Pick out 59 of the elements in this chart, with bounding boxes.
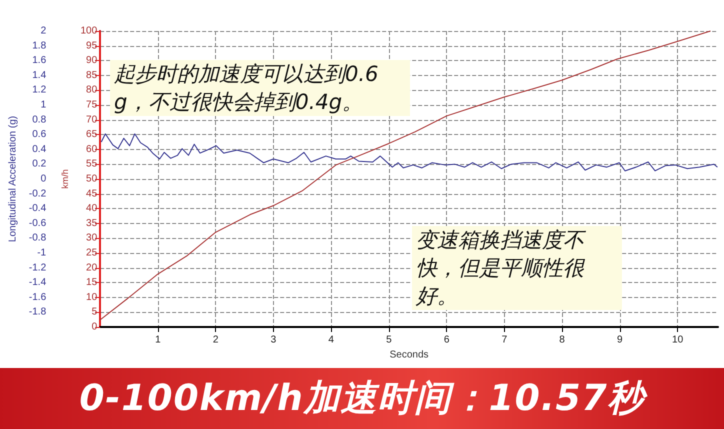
y-tick-label: 0 [40,174,47,184]
y2-axis-title: km/h [60,169,70,189]
y-tick-label: 1.2 [32,84,47,96]
y2-tick-label: 60 [86,144,98,155]
y2-tick-label: 80 [86,84,98,96]
y-tick-label: 1.4 [32,70,47,81]
x-tick-label: 8 [559,334,566,346]
y-tick-label: 0.6 [32,129,47,140]
y2-tick-label: 40 [86,203,98,214]
x-tick-label: 1 [155,334,162,346]
y2-tick-label: 65 [86,129,98,140]
y2-tick-label: 55 [86,158,98,170]
y2-tick-label: 50 [86,174,98,184]
x-axis-title: Seconds [390,349,429,360]
y2-tick-label: 30 [86,232,98,244]
y-tick-label: -0.4 [28,203,47,214]
y-tick-label: 1 [40,100,47,110]
y-tick-label: 0.8 [32,114,47,126]
y2-tick-label: 20 [86,262,98,274]
y-tick-label: 1.8 [32,40,47,52]
x-tick-label: 3 [270,334,277,346]
y-tick-label: -1.2 [28,262,47,274]
x-tick-label: 5 [386,334,392,346]
y2-tick-label: 70 [86,114,98,126]
y-tick-label: -0.8 [28,232,47,244]
x-tick-label: 4 [328,334,334,346]
y2-tick-label: 5 [92,306,98,318]
y-tick-label: -1.6 [28,292,47,303]
y-tick-label: 0.4 [32,144,47,155]
line-series [100,133,718,172]
y2-tick-label: 25 [86,248,98,258]
y2-tick-label: 90 [86,55,98,66]
y-tick-label: -0.2 [28,188,47,200]
y-tick-label: -0.6 [28,218,47,229]
y2-tick-label: 100 [80,26,98,36]
y2-tick-label: 85 [86,70,98,81]
y-tick-label: 2 [40,26,47,36]
y2-tick-label: 95 [86,40,98,52]
y-tick-label: 0.2 [32,158,47,170]
y-axis-title: Longitudinal Acceleration (g) [8,116,18,242]
y2-tick-label: 15 [86,277,98,288]
x-tick-label: 10 [672,334,684,346]
y2-tick-label: 45 [86,188,98,200]
x-tick-label: 6 [444,334,450,346]
annotation: 起步时的加速度可以达到0.6g，不过很快会掉到0.4g。 [110,60,410,116]
y2-tick-label: 0 [92,322,98,332]
y2-tick-label: 10 [86,292,98,303]
y2-tick-label: 75 [86,100,98,110]
text: 0-100km/h加速时间：10.57秒 [0,368,724,429]
y-tick-label: 1.6 [32,55,47,66]
y-tick-label: -1 [37,248,47,258]
y2-tick-label: 35 [86,218,98,229]
x-tick-label: 9 [617,334,624,346]
y-tick-label: -1.4 [28,277,47,288]
x-tick-label: 7 [502,334,508,346]
y-tick-label: -1.8 [28,306,47,318]
line-series [100,30,711,320]
annotation: 变速箱换挡速度不快，但是平顺性很好。 [412,226,622,310]
x-tick-label: 2 [212,334,219,346]
